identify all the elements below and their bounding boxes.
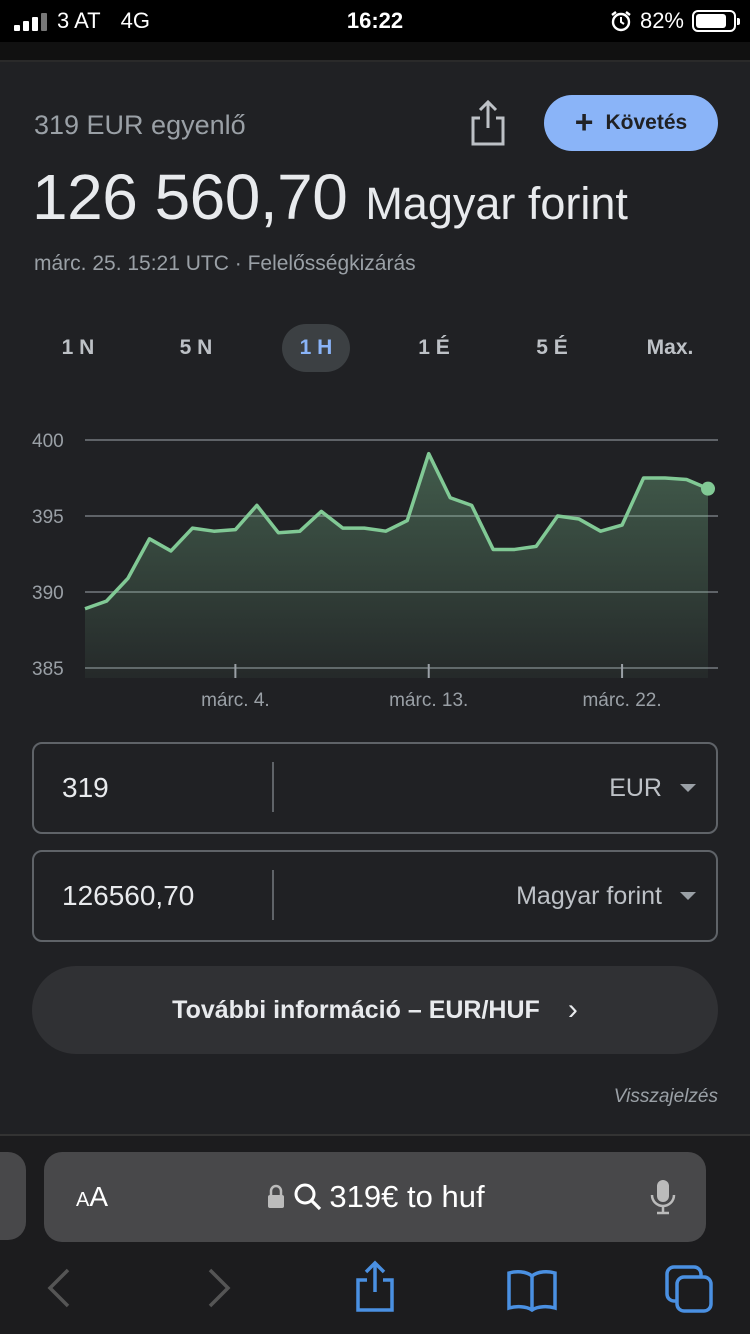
- from-amount-field[interactable]: 319 EUR: [32, 742, 718, 834]
- status-left: 3 AT 4G: [14, 8, 150, 34]
- tab-5n[interactable]: 5 N: [179, 336, 213, 359]
- more-info-button[interactable]: További információ – EUR/HUF ›: [32, 966, 718, 1054]
- browser-toolbar: AA 319€ to huf: [0, 1134, 750, 1334]
- y-tick-label: 385: [32, 659, 64, 680]
- currency-converter-card: 319 EUR egyenlő + Követés 126 560,70 Mag…: [0, 62, 750, 1134]
- x-tick-label: márc. 4.: [201, 690, 270, 711]
- lock-icon: [268, 1184, 285, 1208]
- converted-currency: Magyar forint: [365, 178, 628, 229]
- tab-5e[interactable]: 5 É: [536, 336, 568, 359]
- tab-1h[interactable]: 1 H: [282, 324, 350, 372]
- share-icon[interactable]: [468, 98, 508, 148]
- y-tick-label: 400: [32, 431, 64, 452]
- bookmarks-icon[interactable]: [506, 1268, 558, 1312]
- field-divider: [272, 870, 274, 920]
- series-line: [84, 451, 709, 611]
- cellular-signal-icon: [14, 11, 47, 31]
- converted-value: 126 560,70 Magyar forint: [32, 160, 628, 234]
- equals-label: 319 EUR egyenlő: [34, 110, 246, 140]
- more-info-label: További információ – EUR/HUF: [172, 995, 540, 1024]
- tab-max[interactable]: Max.: [646, 336, 694, 359]
- status-right: 82%: [610, 8, 740, 34]
- address-bar[interactable]: AA 319€ to huf: [44, 1152, 706, 1242]
- alarm-icon: [611, 11, 631, 32]
- url-text: 319€ to huf: [329, 1179, 485, 1214]
- last-point-marker: [701, 481, 715, 496]
- battery-percent: 82%: [639, 8, 684, 33]
- series-area: [85, 453, 708, 678]
- tabs-icon[interactable]: [664, 1264, 714, 1314]
- from-amount-input[interactable]: 319: [62, 772, 109, 803]
- status-time: 16:22: [346, 8, 404, 33]
- tab-1n[interactable]: 1 N: [61, 336, 95, 359]
- to-amount-field[interactable]: 126560,70 Magyar forint: [32, 850, 718, 942]
- tab-1e[interactable]: 1 É: [418, 336, 450, 359]
- from-currency-select[interactable]: EUR: [609, 774, 662, 802]
- dropdown-caret-icon[interactable]: [680, 892, 696, 900]
- network-type: 4G: [120, 8, 150, 33]
- forward-icon[interactable]: [204, 1266, 234, 1310]
- top-separator: [0, 42, 750, 62]
- previous-tab-preview[interactable]: [0, 1152, 26, 1240]
- status-bar: 3 AT 4G 16:22 82%: [0, 0, 750, 42]
- share-sheet-icon[interactable]: [354, 1260, 396, 1314]
- y-tick-label: 390: [32, 583, 64, 604]
- converted-amount: 126 560,70: [32, 161, 348, 233]
- back-icon[interactable]: [44, 1266, 74, 1310]
- url-display[interactable]: 319€ to huf: [44, 1152, 706, 1242]
- aa-big-letter: A: [89, 1181, 109, 1212]
- time-range-tabs: 1 N 5 N 1 H 1 É 5 É Max.: [20, 324, 730, 374]
- carrier-name: 3 AT: [57, 8, 101, 33]
- x-tick-label: márc. 22.: [582, 690, 661, 711]
- to-amount-input[interactable]: 126560,70: [62, 880, 195, 911]
- chevron-right-icon: ›: [567, 993, 578, 1026]
- timestamp-disclaimer[interactable]: márc. 25. 15:21 UTC · Felelősségkizárás: [34, 252, 416, 275]
- browser-nav-row: [0, 1260, 750, 1324]
- exchange-rate-chart[interactable]: 400 395 390 385 márc. 4. márc. 13. márc. 22.: [0, 422, 750, 722]
- battery-level: [696, 14, 726, 28]
- dropdown-caret-icon[interactable]: [680, 784, 696, 792]
- field-divider: [272, 762, 274, 812]
- follow-button[interactable]: + Követés: [544, 95, 718, 151]
- x-tick-label: márc. 13.: [389, 690, 468, 711]
- feedback-link[interactable]: Visszajelzés: [613, 1086, 718, 1107]
- plus-icon: +: [574, 103, 594, 140]
- y-tick-label: 395: [32, 507, 64, 528]
- follow-label: Követés: [605, 111, 688, 134]
- to-currency-select[interactable]: Magyar forint: [516, 882, 662, 910]
- microphone-icon[interactable]: [650, 1178, 676, 1216]
- search-icon: [294, 1183, 322, 1211]
- aa-small-letter: A: [76, 1189, 90, 1211]
- reader-text-size-button[interactable]: AA: [76, 1152, 108, 1242]
- battery-icon: [692, 10, 740, 32]
